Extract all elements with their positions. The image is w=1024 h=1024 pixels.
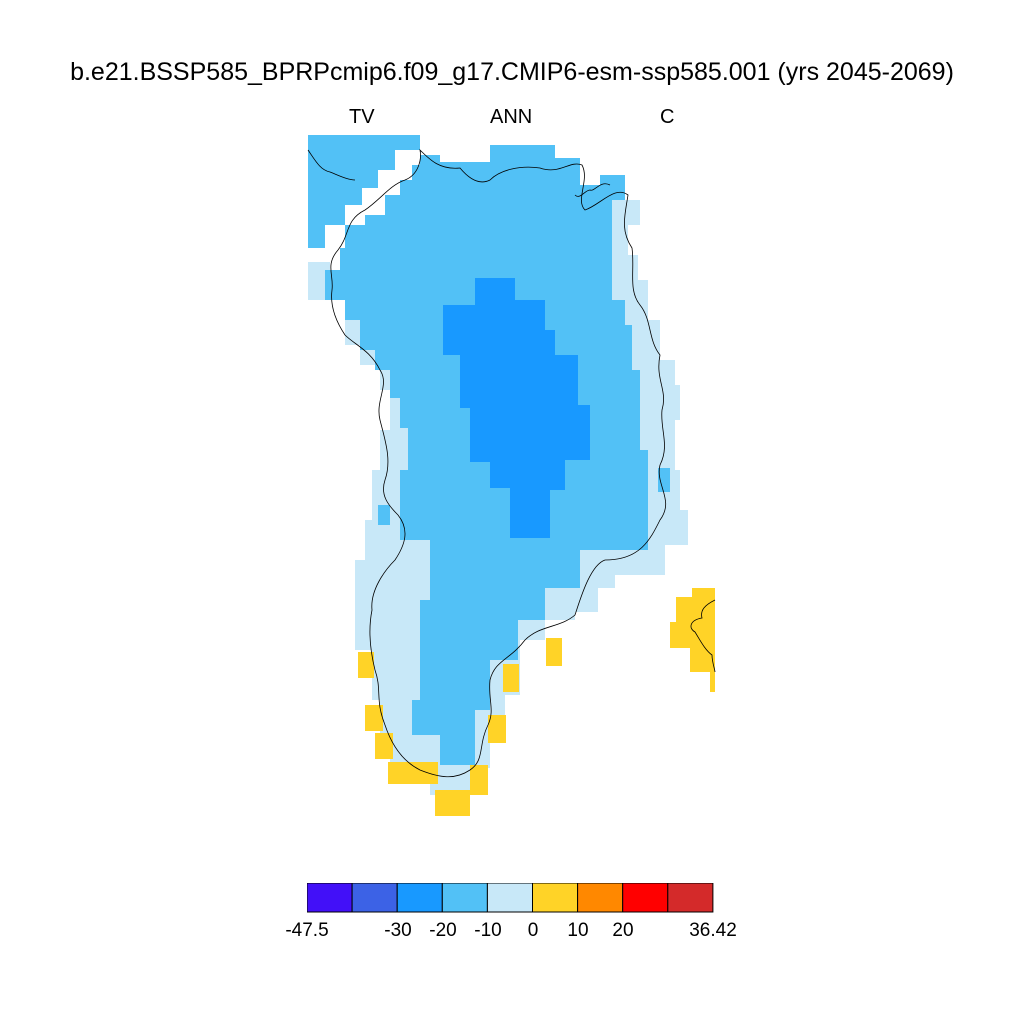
colorbar-swatch <box>396 883 443 913</box>
colorbar-swatch <box>441 883 488 913</box>
region-neg20-neg10-spot-e <box>658 468 670 492</box>
region-0-10 <box>358 588 715 816</box>
colorbar-tick-label: 20 <box>612 920 634 941</box>
region-neg10-0-south <box>430 760 470 795</box>
coastline-main <box>330 148 666 778</box>
coastline-nw <box>307 149 356 181</box>
colorbar <box>307 883 714 913</box>
region-neg20-neg10-nw <box>308 135 420 248</box>
colorbar-swatch <box>667 883 714 913</box>
colorbar-tick-label: -30 <box>384 920 412 941</box>
colorbar-swatch <box>486 883 533 913</box>
region-neg30-neg20 <box>443 278 590 538</box>
colorbar-swatch <box>351 883 398 913</box>
coastline-iceland <box>690 599 716 673</box>
colorbar-tick-label: 10 <box>567 920 589 941</box>
colorbar-tick-label: -47.5 <box>285 920 329 941</box>
coastline-ne-fjord <box>574 183 611 197</box>
region-neg20-neg10-spot-w <box>378 505 390 525</box>
colorbar-tick-label: -10 <box>474 920 502 941</box>
plot-title: b.e21.BSSP585_BPRPcmip6.f09_g17.CMIP6-es… <box>70 58 954 86</box>
colorbar-swatch <box>532 883 579 913</box>
colorbar-swatch <box>307 883 353 913</box>
units-label: C <box>660 106 675 128</box>
season-label: ANN <box>490 106 533 128</box>
variable-label: TV <box>349 106 375 128</box>
colorbar-tick-label: 36.42 <box>689 920 737 941</box>
colorbar-tick-label: 0 <box>527 920 539 941</box>
colorbar-swatch <box>577 883 624 913</box>
colorbar-tick-label: -20 <box>429 920 457 941</box>
colorbar-swatch <box>622 883 669 913</box>
